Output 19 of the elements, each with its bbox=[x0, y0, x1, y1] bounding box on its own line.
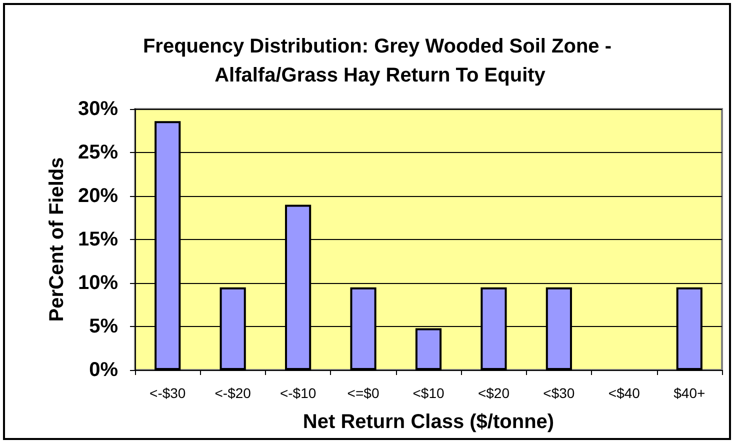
x-tick-label: <-$20 bbox=[214, 385, 252, 401]
y-axis-title: PerCent of Fields bbox=[46, 157, 68, 322]
x-tick-label: <$10 bbox=[412, 385, 444, 401]
x-tick-label: <=$0 bbox=[347, 385, 380, 401]
x-tick-label: $40+ bbox=[674, 385, 706, 401]
x-tick-label: <-$10 bbox=[280, 385, 316, 401]
x-axis-title: Net Return Class ($/tonne) bbox=[302, 411, 554, 433]
y-tick-label: 25% bbox=[78, 142, 118, 164]
chart-title: Frequency Distribution: Grey Wooded Soil Zone - Alfalfa/Grass Hay Return To Equity bbox=[142, 36, 618, 86]
x-tick-label: <$20 bbox=[478, 385, 510, 401]
y-tick-label: 5% bbox=[89, 316, 118, 338]
x-tick-label: <-$30 bbox=[150, 385, 186, 401]
x-tick-label: <$30 bbox=[543, 385, 575, 401]
y-tick-label: 30% bbox=[78, 98, 118, 120]
y-tick-label: 10% bbox=[78, 272, 118, 294]
y-tick-label: 15% bbox=[78, 228, 118, 250]
y-tick-label: 20% bbox=[78, 185, 118, 207]
y-tick-label: 0% bbox=[89, 359, 118, 381]
x-tick-label: <$40 bbox=[608, 385, 640, 401]
